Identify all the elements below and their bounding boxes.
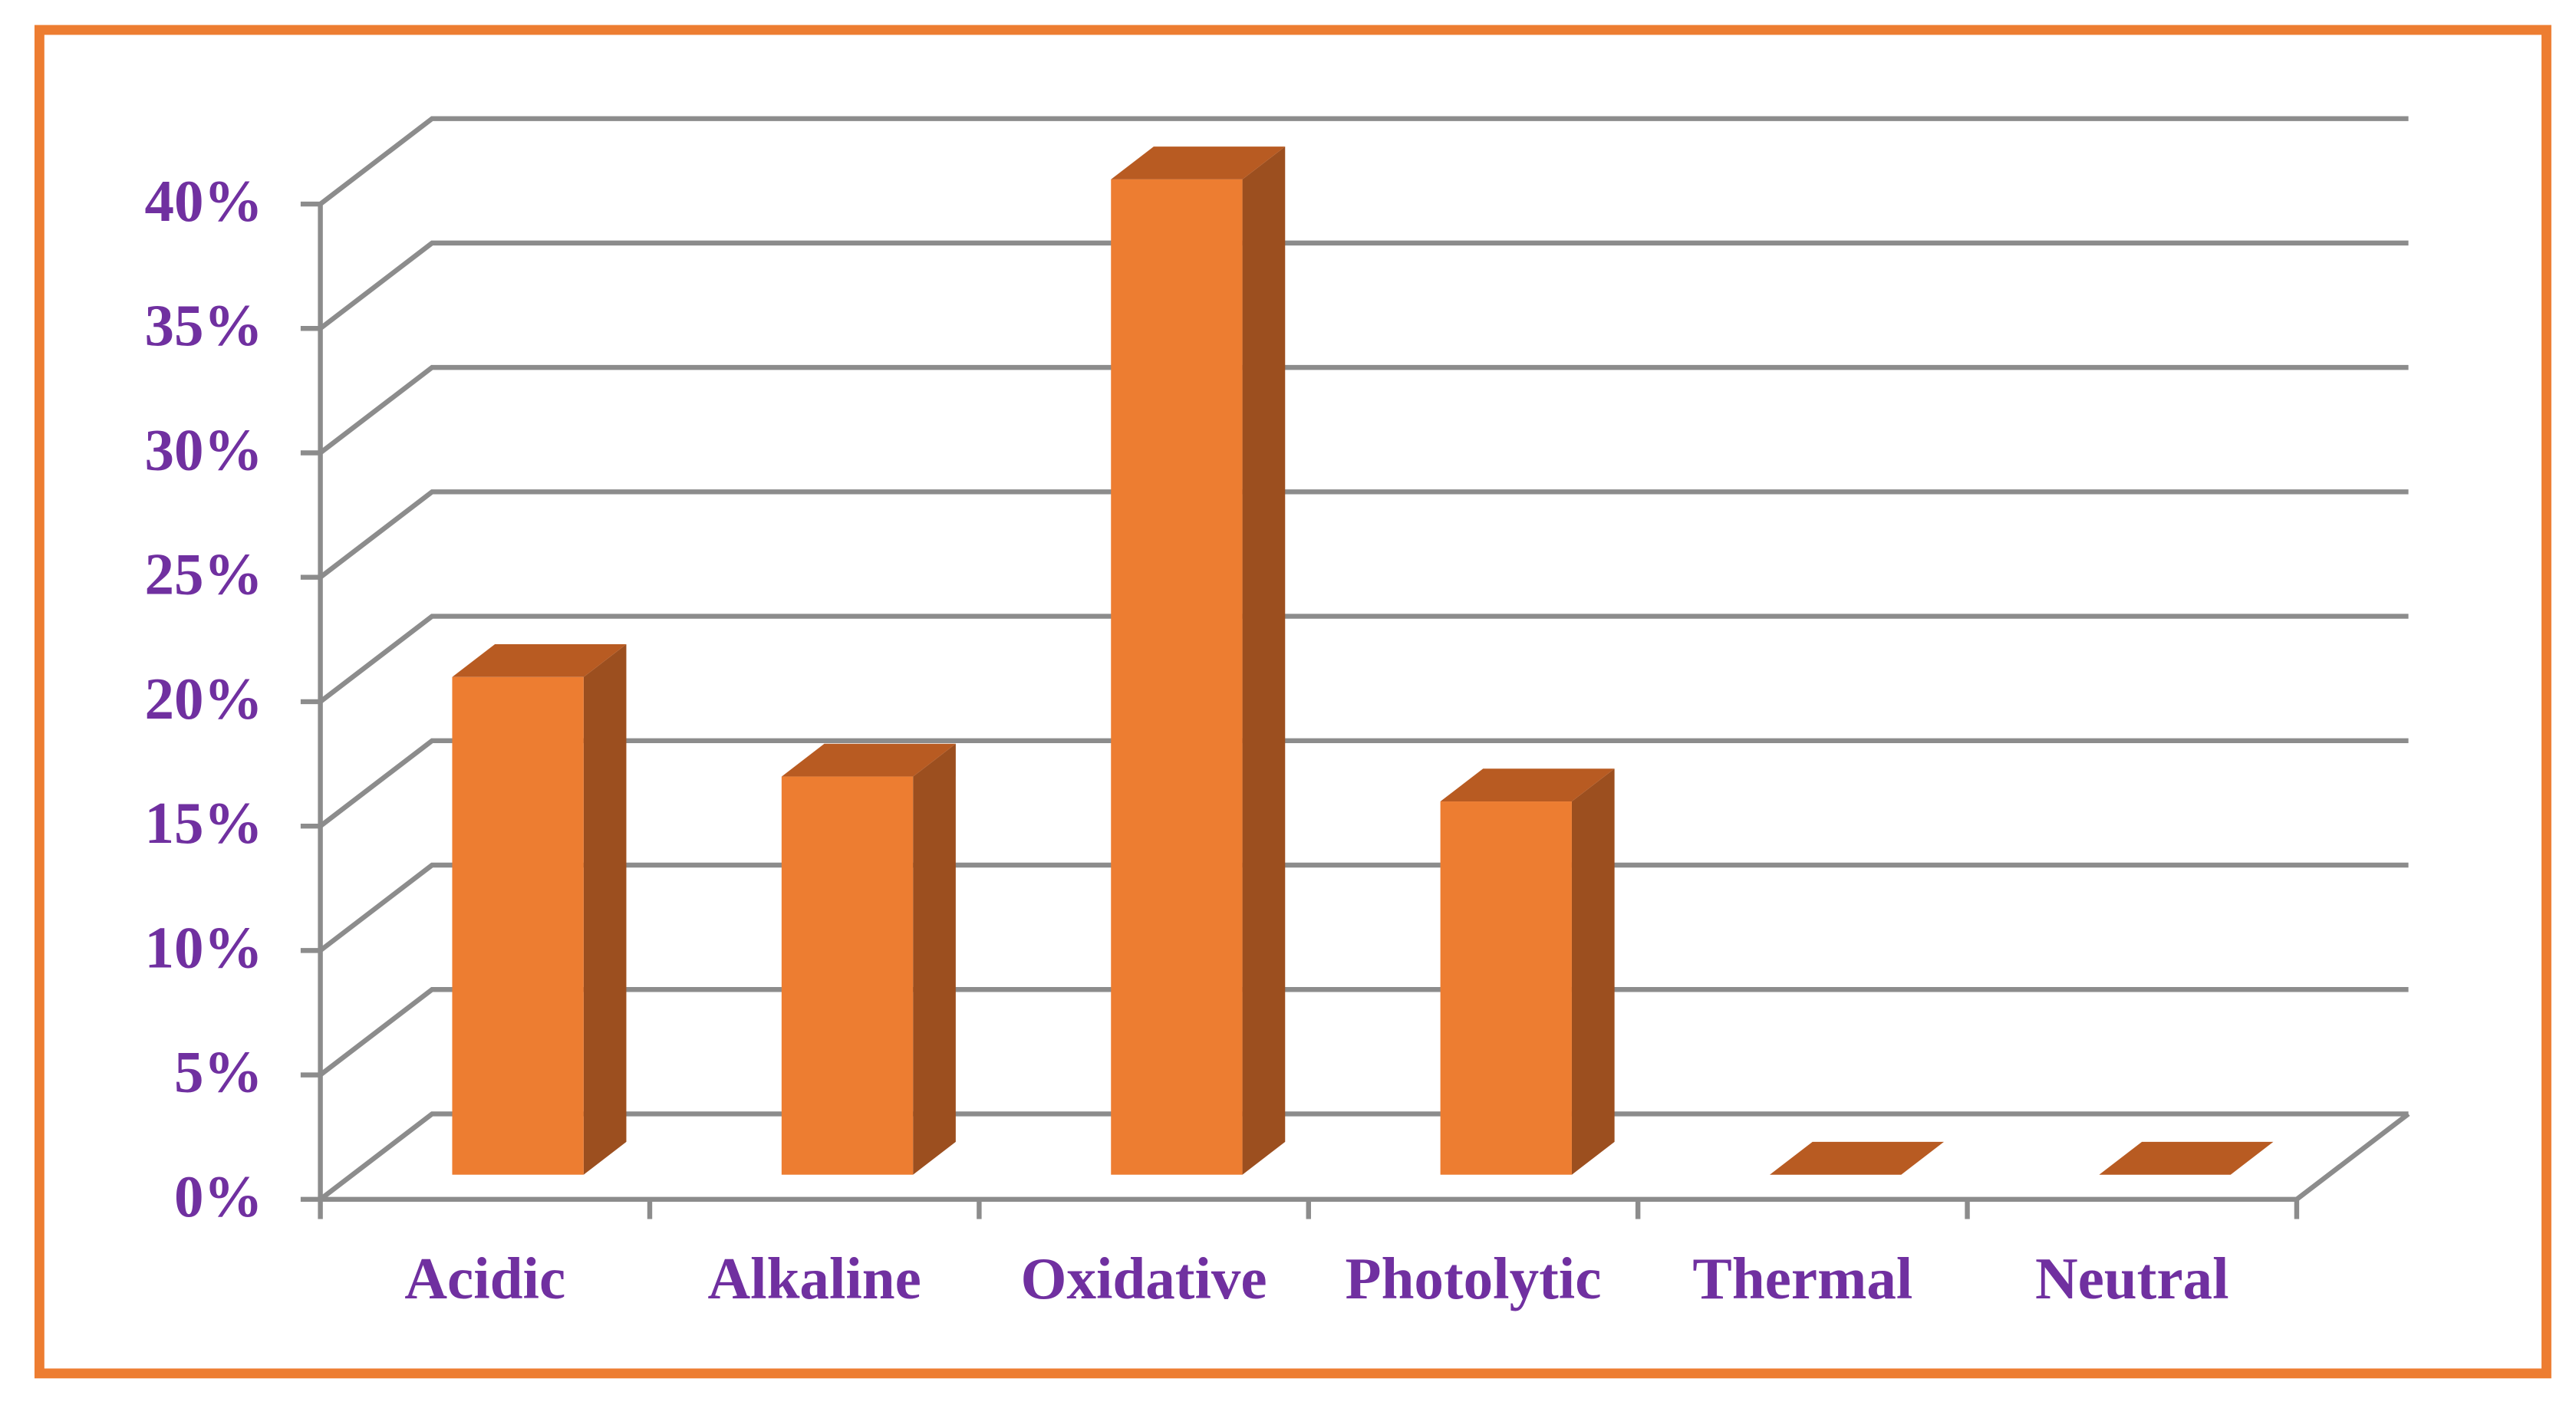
y-tick-label: 15% [144,790,262,856]
x-tick-label: Neutral [2035,1245,2229,1311]
y-tick-label: 10% [144,914,262,980]
grid-line [318,862,2409,953]
y-tick-label: 20% [144,666,262,732]
y-tick-label: 35% [144,292,262,358]
bar-side [583,643,627,1175]
bar-top [781,743,956,777]
bar-side [1571,768,1615,1175]
bar-top [1111,146,1286,179]
x-tick-label: Alkaline [707,1245,921,1311]
y-tick-label: 5% [174,1039,263,1105]
grid-line [318,987,2409,1078]
bar-top [1440,768,1615,802]
x-tick-label: Oxidative [1020,1245,1267,1311]
bar [1440,801,1572,1175]
bar-top [2099,1141,2274,1175]
bar [781,776,914,1175]
y-tick-label: 30% [144,416,262,482]
grid-line [318,738,2409,828]
grid-line [318,1111,2409,1202]
bar [452,676,584,1175]
y-tick-label: 25% [144,541,262,607]
x-tick-label: Acidic [404,1245,565,1311]
grid-line [318,240,2409,331]
y-tick-label: 40% [144,168,262,234]
bar-side [913,743,956,1175]
grid-line [318,116,2409,206]
bar [1111,179,1243,1175]
bar-side [1242,146,1286,1175]
grid-line [318,364,2409,456]
grid-line [318,489,2409,580]
bar-top [452,643,627,677]
grid-line [318,614,2409,704]
bar-top [1770,1141,1945,1175]
y-tick-label: 0% [174,1163,263,1229]
x-tick-label: Thermal [1692,1245,1912,1311]
x-tick-label: Photolytic [1345,1245,1601,1311]
